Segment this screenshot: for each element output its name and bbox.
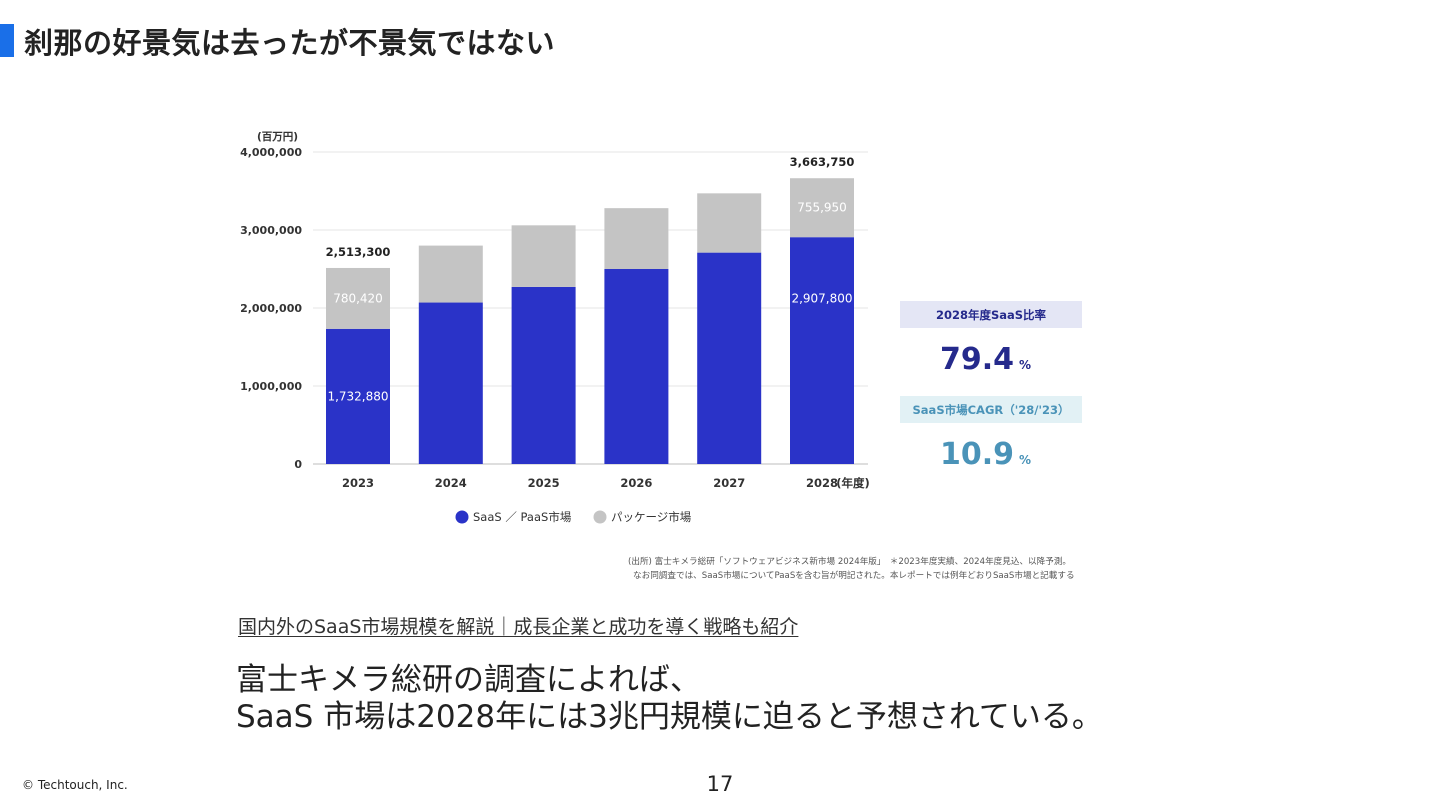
legend-label-package: パッケージ市場 (611, 510, 692, 524)
bar-package (790, 178, 854, 238)
data-label-saas: 1,732,880 (327, 389, 388, 403)
bar-package (697, 193, 762, 253)
x-unit-label: (年度) (836, 476, 870, 490)
slide-title: 刹那の好景気は去ったが不景気ではない (24, 26, 556, 60)
bar-saas (697, 252, 762, 464)
article-link[interactable]: 国内外のSaaS市場規模を解説｜成長企業と成功を導く戦略も紹介 (238, 616, 799, 638)
x-tick-label: 2026 (620, 476, 652, 490)
bar-saas (511, 286, 576, 464)
y-tick-label: 1,000,000 (240, 380, 302, 393)
y-tick-label: 2,000,000 (240, 302, 302, 315)
kpi-label: 2028年度SaaS比率 (936, 308, 1047, 322)
x-tick-label: 2025 (528, 476, 560, 490)
kpi-label-bg (900, 396, 1082, 423)
source-note-line2: なお同調査では、SaaS市場についてPaaSを含む旨が明記された。本レポートでは… (633, 571, 1075, 581)
data-label-total: 3,663,750 (790, 155, 855, 169)
x-tick-label: 2023 (342, 476, 374, 490)
y-tick-label: 0 (294, 458, 302, 471)
bar-package (604, 208, 669, 269)
bar-saas (604, 269, 669, 464)
data-label-saas: 2,907,800 (791, 292, 852, 306)
data-label-package: 755,950 (797, 201, 847, 215)
data-label-package: 780,420 (333, 291, 383, 305)
market-size-chart: 0 1,000,000 2,000,000 3,000,000 4,000,000 (百万… (240, 131, 1082, 524)
x-tick-label: 2028 (806, 476, 838, 490)
y-tick-label: 4,000,000 (240, 146, 302, 159)
data-label-total: 2,513,300 (326, 245, 391, 259)
body-text-line1: 富士キメラ総研の調査によれば、 (236, 662, 701, 698)
kpi-unit: % (1019, 358, 1031, 372)
bar-saas (790, 237, 854, 464)
title-accent-bar (0, 24, 14, 57)
x-tick-label: 2027 (713, 476, 745, 490)
x-tick-label: 2024 (435, 476, 467, 490)
bar-saas (326, 328, 390, 464)
copyright: © Techtouch, Inc. (22, 778, 128, 792)
kpi-value: 10.9 (940, 437, 1014, 472)
kpi-label-bg (900, 301, 1082, 328)
bar-package (326, 267, 390, 329)
bar-package (511, 225, 576, 287)
legend-label-saas: SaaS ／ PaaS市場 (473, 510, 572, 524)
kpi-label: SaaS市場CAGR（'28/'23） (913, 403, 1070, 417)
legend-swatch-saas (455, 510, 469, 524)
page-number: 17 (706, 772, 734, 796)
y-tick-label: 3,000,000 (240, 224, 302, 237)
kpi-unit: % (1019, 453, 1031, 467)
body-text-line2: SaaS 市場は2028年には3兆円規模に迫ると予想されている。 (236, 699, 1103, 735)
bar-saas (418, 302, 483, 464)
source-note-line1: (出所) 富士キメラ総研「ソフトウェアビジネス新市場 2024年版」 ＊2023… (628, 557, 1072, 567)
y-unit-label: (百万円) (257, 131, 298, 143)
kpi-value: 79.4 (940, 342, 1014, 377)
bar-package (418, 245, 483, 303)
legend-swatch-package (593, 510, 607, 524)
